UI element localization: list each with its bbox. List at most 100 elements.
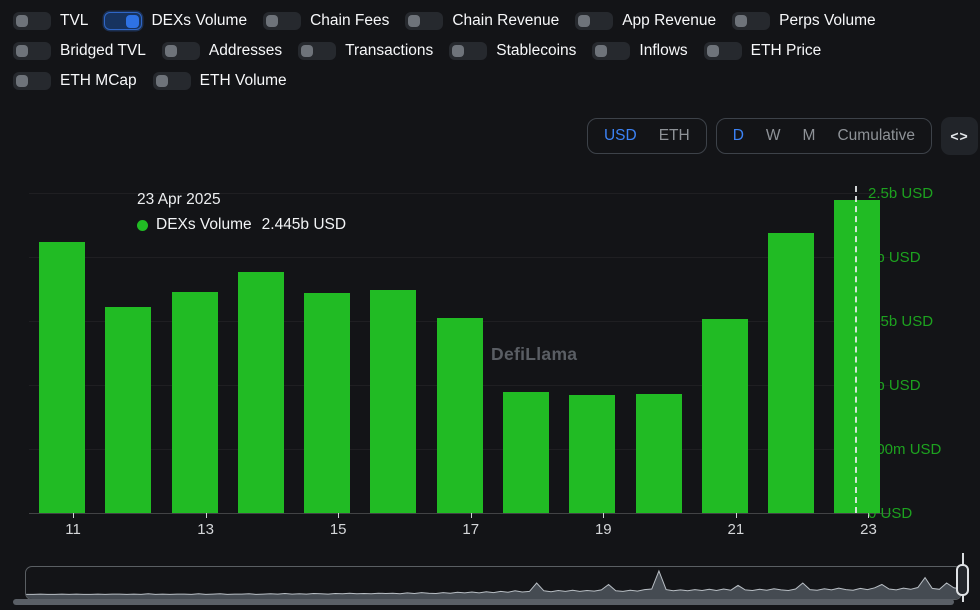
x-axis-label: 11 bbox=[65, 521, 81, 538]
toggle-eth-price[interactable]: ETH Price bbox=[704, 42, 822, 60]
x-axis-label: 19 bbox=[595, 521, 612, 538]
toggle-label: Chain Fees bbox=[310, 12, 389, 30]
interval-option-cumulative[interactable]: Cumulative bbox=[826, 127, 926, 145]
toggle-label: ETH Volume bbox=[200, 72, 287, 90]
toggle-label: Inflows bbox=[639, 42, 687, 60]
brush-sparkline bbox=[26, 567, 961, 599]
bar-19-apr-2025[interactable] bbox=[569, 395, 615, 513]
currency-selector: USDETH bbox=[587, 118, 707, 154]
series-dot-icon bbox=[137, 220, 148, 231]
bar-23-apr-2025[interactable] bbox=[834, 200, 880, 513]
datazoom-slider-bar[interactable] bbox=[13, 599, 954, 605]
embed-code-button[interactable]: <> bbox=[941, 117, 978, 155]
x-axis-tick bbox=[736, 513, 737, 518]
toggle-dexs-volume[interactable]: DEXs Volume bbox=[104, 12, 247, 30]
interval-option-w[interactable]: W bbox=[755, 127, 792, 145]
toggle-transactions[interactable]: Transactions bbox=[298, 42, 433, 60]
x-axis-label: 23 bbox=[860, 521, 877, 538]
switch-off-icon[interactable] bbox=[575, 12, 613, 30]
toggle-label: Bridged TVL bbox=[60, 42, 146, 60]
chart-plot-area[interactable]: 0 USD500m USD1b USD1.5b USD2b USD2.5b US… bbox=[29, 193, 891, 513]
switch-knob bbox=[16, 75, 28, 87]
switch-knob bbox=[165, 45, 177, 57]
toggle-label: ETH MCap bbox=[60, 72, 137, 90]
toggle-addresses[interactable]: Addresses bbox=[162, 42, 282, 60]
switch-knob bbox=[595, 45, 607, 57]
toggle-perps-volume[interactable]: Perps Volume bbox=[732, 12, 876, 30]
x-axis-tick bbox=[338, 513, 339, 518]
toggle-label: ETH Price bbox=[751, 42, 822, 60]
switch-off-icon[interactable] bbox=[592, 42, 630, 60]
switch-knob bbox=[126, 15, 139, 28]
currency-option-eth[interactable]: ETH bbox=[648, 127, 701, 145]
bar-22-apr-2025[interactable] bbox=[768, 233, 814, 513]
switch-off-icon[interactable] bbox=[405, 12, 443, 30]
switch-off-icon[interactable] bbox=[13, 12, 51, 30]
toggle-tvl[interactable]: TVL bbox=[13, 12, 88, 30]
interval-option-m[interactable]: M bbox=[792, 127, 827, 145]
chart-tooltip: 23 Apr 2025 DEXs Volume 2.445b USD bbox=[137, 191, 346, 234]
x-axis-label: 13 bbox=[197, 521, 214, 538]
toggle-app-revenue[interactable]: App Revenue bbox=[575, 12, 716, 30]
switch-off-icon[interactable] bbox=[298, 42, 336, 60]
switch-off-icon[interactable] bbox=[732, 12, 770, 30]
switch-knob bbox=[707, 45, 719, 57]
metric-toggles-panel: TVL DEXs Volume Chain Fees Chain Revenue App… bbox=[13, 12, 876, 90]
switch-off-icon[interactable] bbox=[704, 42, 742, 60]
toggle-label: Transactions bbox=[345, 42, 433, 60]
toggle-label: App Revenue bbox=[622, 12, 716, 30]
bar-18-apr-2025[interactable] bbox=[503, 392, 549, 513]
toggle-eth-mcap[interactable]: ETH MCap bbox=[13, 72, 137, 90]
x-axis-line bbox=[29, 513, 891, 514]
bar-13-apr-2025[interactable] bbox=[172, 292, 218, 513]
interval-option-d[interactable]: D bbox=[722, 127, 755, 145]
bar-11-apr-2025[interactable] bbox=[39, 242, 85, 513]
bar-20-apr-2025[interactable] bbox=[636, 394, 682, 513]
toggle-label: DEXs Volume bbox=[151, 12, 247, 30]
toggle-bridged-tvl[interactable]: Bridged TVL bbox=[13, 42, 146, 60]
switch-knob bbox=[578, 15, 590, 27]
datazoom-right-handle[interactable] bbox=[956, 564, 969, 596]
x-axis-tick bbox=[73, 513, 74, 518]
switch-off-icon[interactable] bbox=[13, 72, 51, 90]
switch-knob bbox=[452, 45, 464, 57]
bar-15-apr-2025[interactable] bbox=[304, 293, 350, 513]
bar-21-apr-2025[interactable] bbox=[702, 319, 748, 513]
bar-16-apr-2025[interactable] bbox=[370, 290, 416, 513]
toggle-eth-volume[interactable]: ETH Volume bbox=[153, 72, 287, 90]
gridline bbox=[29, 257, 891, 258]
toggle-chain-fees[interactable]: Chain Fees bbox=[263, 12, 389, 30]
switch-off-icon[interactable] bbox=[449, 42, 487, 60]
datazoom-brush[interactable] bbox=[25, 566, 962, 600]
x-axis-label: 17 bbox=[462, 521, 479, 538]
switch-off-icon[interactable] bbox=[162, 42, 200, 60]
switch-knob bbox=[156, 75, 168, 87]
switch-off-icon[interactable] bbox=[263, 12, 301, 30]
toggle-stablecoins[interactable]: Stablecoins bbox=[449, 42, 576, 60]
x-axis-tick bbox=[603, 513, 604, 518]
hover-crosshair-line bbox=[855, 186, 857, 513]
bar-14-apr-2025[interactable] bbox=[238, 272, 284, 513]
switch-knob bbox=[266, 15, 278, 27]
toggle-label: Addresses bbox=[209, 42, 282, 60]
bar-17-apr-2025[interactable] bbox=[437, 318, 483, 513]
switch-on-icon[interactable] bbox=[104, 12, 142, 30]
switch-knob bbox=[16, 45, 28, 57]
toggle-label: Perps Volume bbox=[779, 12, 876, 30]
x-axis-label: 21 bbox=[728, 521, 745, 538]
toggle-inflows[interactable]: Inflows bbox=[592, 42, 687, 60]
chart-controls: USDETH DWMCumulative <> bbox=[587, 117, 978, 155]
switch-knob bbox=[735, 15, 747, 27]
switch-off-icon[interactable] bbox=[13, 42, 51, 60]
bar-12-apr-2025[interactable] bbox=[105, 307, 151, 513]
defillama-watermark: DefiLlama bbox=[491, 344, 577, 365]
switch-knob bbox=[301, 45, 313, 57]
toggle-chain-revenue[interactable]: Chain Revenue bbox=[405, 12, 559, 30]
x-axis-label: 15 bbox=[330, 521, 347, 538]
switch-knob bbox=[16, 15, 28, 27]
currency-option-usd[interactable]: USD bbox=[593, 127, 648, 145]
switch-off-icon[interactable] bbox=[153, 72, 191, 90]
toggle-label: Stablecoins bbox=[496, 42, 576, 60]
x-axis-tick bbox=[206, 513, 207, 518]
interval-selector: DWMCumulative bbox=[716, 118, 932, 154]
